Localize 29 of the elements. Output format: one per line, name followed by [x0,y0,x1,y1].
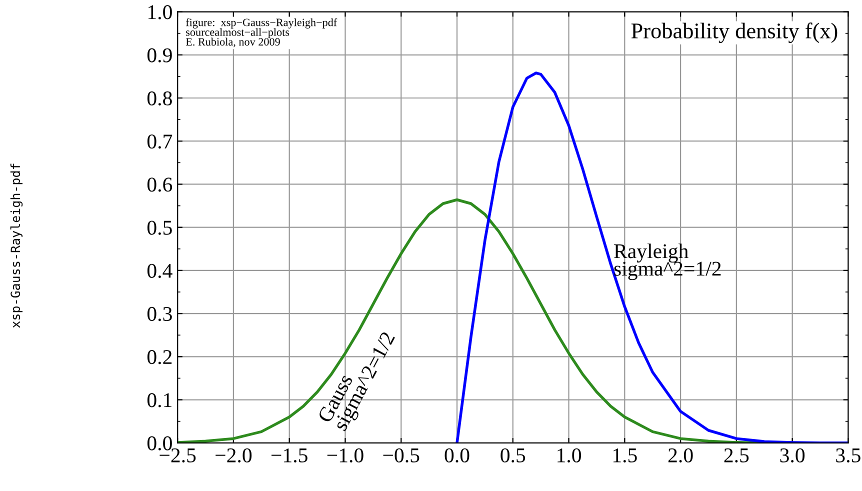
x-tick-label: 2.5 [724,448,749,462]
x-tick-label: 1.5 [613,448,637,462]
x-tick-label: −1.0 [327,448,364,462]
y-tick-label: 0.9 [147,48,172,62]
y-tick-label: 0.4 [147,264,172,278]
line-series [456,72,848,443]
chart-title: Probability density f(x) [631,22,838,43]
y-tick-label: 0.7 [147,134,172,149]
x-tick-label: 0.0 [444,448,470,462]
y-tick-label: 0.2 [147,350,172,364]
x-tick-label: 0.5 [500,448,526,462]
x-tick-label: 1.0 [558,448,582,462]
y-tick-label: 0.6 [147,178,172,192]
x-tick-label: 2.0 [668,448,693,462]
x-tick-label: 3.5 [836,448,860,462]
x-tick-label: −2.5 [160,448,196,462]
text: xsp-Gauss-Rayleigh-pdf [10,164,23,328]
annotation: Rayleigh sigma^2=1/2 [614,244,721,280]
y-tick-label: 0.1 [147,393,172,408]
y-tick-label: 0.3 [147,306,172,322]
y-tick-label: 0.0 [147,436,172,450]
x-tick-label: 3.0 [780,448,805,462]
x-tick-label: −0.5 [383,448,420,462]
y-tick-label: 1.0 [148,5,172,20]
annotation: figure: xsp−Gauss−Rayleigh−pdf sourcealmost−all−plots E. Rubiola, nov 2009 [186,18,338,48]
y-tick-label: 0.8 [147,91,172,106]
y-tick-label: 0.5 [147,220,172,235]
x-tick-label: −2.0 [216,448,252,462]
x-tick-label: −1.5 [271,448,308,462]
